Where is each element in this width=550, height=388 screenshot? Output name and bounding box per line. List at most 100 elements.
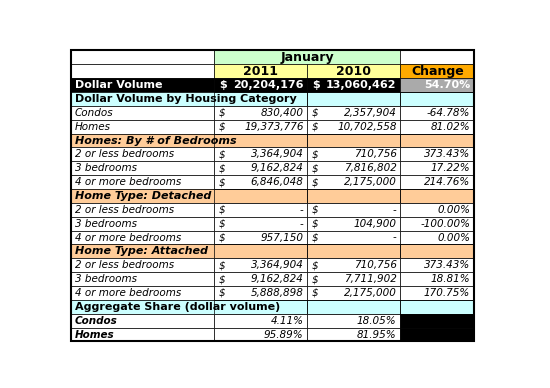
- Text: 2,175,000: 2,175,000: [344, 288, 397, 298]
- Text: 9,162,824: 9,162,824: [251, 163, 304, 173]
- Bar: [400, 286, 474, 300]
- Bar: [400, 327, 474, 341]
- Text: Home Type: Attached: Home Type: Attached: [75, 246, 208, 256]
- Bar: [214, 314, 307, 327]
- Bar: [214, 92, 307, 106]
- Text: Change: Change: [411, 65, 464, 78]
- Text: -: -: [300, 205, 304, 215]
- Text: $: $: [219, 219, 225, 229]
- Bar: [71, 327, 214, 341]
- Text: $: $: [219, 177, 225, 187]
- Text: $: $: [219, 163, 225, 173]
- Bar: [307, 147, 400, 161]
- Text: Homes: By # of Bedrooms: Homes: By # of Bedrooms: [75, 135, 236, 146]
- Bar: [214, 203, 307, 217]
- Text: 170.75%: 170.75%: [424, 288, 470, 298]
- Bar: [307, 314, 400, 327]
- Bar: [214, 230, 307, 244]
- Bar: [307, 230, 400, 244]
- Text: $: $: [312, 122, 319, 132]
- Text: 2 or less bedrooms: 2 or less bedrooms: [75, 205, 174, 215]
- Text: Aggregate Share (dollar volume): Aggregate Share (dollar volume): [75, 302, 280, 312]
- Text: January: January: [280, 51, 334, 64]
- Bar: [71, 286, 214, 300]
- Bar: [307, 272, 400, 286]
- Text: $: $: [219, 274, 225, 284]
- Bar: [214, 300, 307, 314]
- Bar: [214, 120, 307, 133]
- Bar: [400, 258, 474, 272]
- Text: 18.05%: 18.05%: [357, 316, 397, 326]
- Text: 17.22%: 17.22%: [431, 163, 470, 173]
- Bar: [400, 78, 474, 92]
- Bar: [307, 217, 400, 230]
- Text: 710,756: 710,756: [354, 149, 397, 159]
- Bar: [400, 106, 474, 120]
- Text: 3,364,904: 3,364,904: [251, 260, 304, 270]
- Text: Homes: Homes: [75, 122, 111, 132]
- Bar: [71, 272, 214, 286]
- Bar: [307, 244, 400, 258]
- Text: 4 or more bedrooms: 4 or more bedrooms: [75, 232, 181, 242]
- Text: 54.70%: 54.70%: [424, 80, 470, 90]
- Text: Dollar Volume: Dollar Volume: [75, 80, 162, 90]
- Bar: [214, 64, 307, 78]
- Text: Condos: Condos: [75, 108, 114, 118]
- Text: Dollar Volume by Housing Category: Dollar Volume by Housing Category: [75, 94, 296, 104]
- Bar: [400, 92, 474, 106]
- Bar: [71, 50, 214, 64]
- Bar: [71, 203, 214, 217]
- Bar: [214, 175, 307, 189]
- Text: -100.00%: -100.00%: [420, 219, 470, 229]
- Text: 2 or less bedrooms: 2 or less bedrooms: [75, 260, 174, 270]
- Bar: [307, 300, 400, 314]
- Bar: [307, 120, 400, 133]
- Bar: [71, 92, 474, 106]
- Text: 13,060,462: 13,060,462: [326, 80, 397, 90]
- Bar: [214, 189, 307, 203]
- Bar: [71, 230, 214, 244]
- Bar: [307, 78, 400, 92]
- Bar: [214, 161, 307, 175]
- Bar: [400, 314, 474, 327]
- Text: 104,900: 104,900: [354, 219, 397, 229]
- Text: 2,357,904: 2,357,904: [344, 108, 397, 118]
- Bar: [400, 161, 474, 175]
- Bar: [400, 230, 474, 244]
- Text: 81.95%: 81.95%: [357, 329, 397, 340]
- Bar: [400, 64, 474, 78]
- Text: 957,150: 957,150: [261, 232, 304, 242]
- Text: $: $: [312, 177, 319, 187]
- Text: 3 bedrooms: 3 bedrooms: [75, 219, 137, 229]
- Bar: [400, 272, 474, 286]
- Text: 7,816,802: 7,816,802: [344, 163, 397, 173]
- Bar: [71, 147, 214, 161]
- Bar: [400, 217, 474, 230]
- Text: -: -: [393, 205, 397, 215]
- Bar: [307, 92, 400, 106]
- Text: 4.11%: 4.11%: [271, 316, 304, 326]
- Text: $: $: [219, 288, 225, 298]
- Text: 2010: 2010: [337, 65, 371, 78]
- Bar: [400, 189, 474, 203]
- Text: 373.43%: 373.43%: [424, 260, 470, 270]
- Bar: [307, 327, 400, 341]
- Text: 3 bedrooms: 3 bedrooms: [75, 163, 137, 173]
- Bar: [400, 120, 474, 133]
- Bar: [71, 217, 214, 230]
- Bar: [214, 258, 307, 272]
- Bar: [214, 133, 307, 147]
- Bar: [400, 300, 474, 314]
- Text: Home Type: Detached: Home Type: Detached: [75, 191, 211, 201]
- Text: $: $: [312, 149, 319, 159]
- Bar: [400, 203, 474, 217]
- Text: 7,711,902: 7,711,902: [344, 274, 397, 284]
- Text: 18.81%: 18.81%: [431, 274, 470, 284]
- Bar: [400, 175, 474, 189]
- Bar: [307, 106, 400, 120]
- Bar: [214, 272, 307, 286]
- Text: 3,364,904: 3,364,904: [251, 149, 304, 159]
- Bar: [214, 217, 307, 230]
- Text: 3 bedrooms: 3 bedrooms: [75, 274, 137, 284]
- Text: $: $: [312, 163, 319, 173]
